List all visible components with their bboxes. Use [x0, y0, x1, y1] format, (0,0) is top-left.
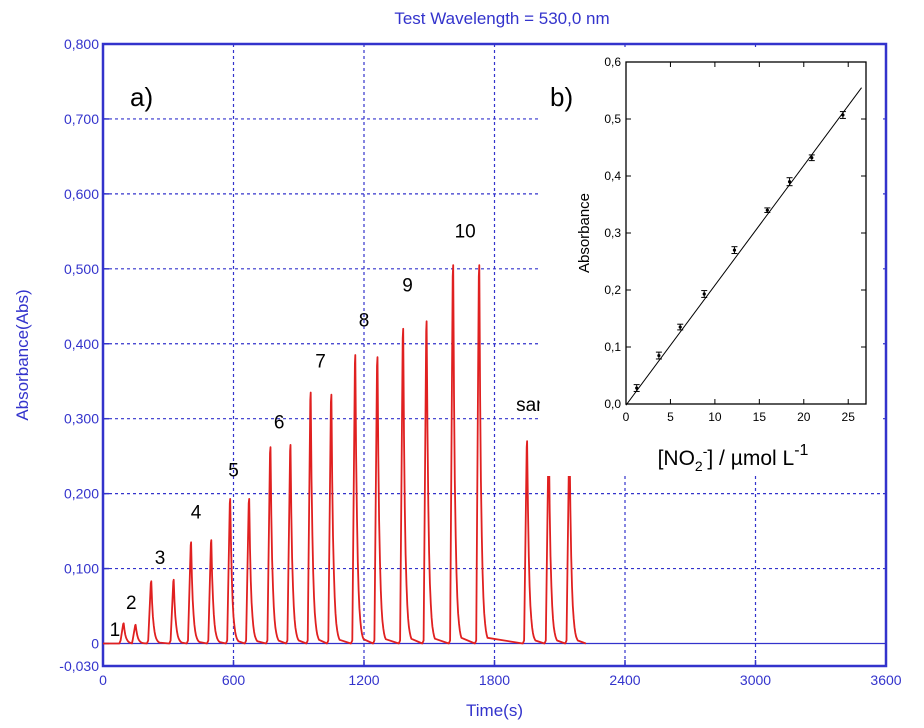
peak-annotation: 7	[315, 352, 326, 373]
inset-y-tick-label: 0,1	[604, 340, 621, 354]
peak-annotation: 5	[228, 460, 239, 481]
inset-x-tick-label: 25	[842, 410, 856, 424]
x-tick-label: 1200	[348, 672, 379, 688]
y-tick-label: 0	[91, 636, 99, 652]
y-tick-label: -0,030	[59, 658, 99, 674]
data-point	[765, 208, 769, 212]
chart-title: Test Wavelength = 530,0 nm	[394, 9, 609, 28]
inset-x-tick-label: 10	[708, 410, 722, 424]
y-tick-label: 0,700	[64, 111, 99, 127]
data-point	[810, 156, 814, 160]
data-point	[635, 386, 639, 390]
panel-b-inset-chart: 0,0 0,1 0,2 0,3 0,4 0,5 0,6 0 5 10 15 20 25 b) Absorba…	[540, 50, 880, 476]
peak-annotation: 9	[402, 275, 413, 296]
fit-line	[625, 87, 862, 406]
data-point	[657, 353, 661, 358]
inset-background	[540, 50, 880, 476]
inset-x-tick-label: 15	[753, 410, 767, 424]
panel-a-chart: -0,03000,1000,2000,3000,4000,5000,6000,7…	[13, 36, 902, 720]
x-tick-label: 3000	[740, 672, 771, 688]
y-tick-label: 0,200	[64, 486, 99, 502]
x-tick-label: 0	[99, 672, 107, 688]
data-point	[841, 113, 845, 117]
peak-annotation: 2	[126, 593, 137, 614]
y-tick-label: 0,600	[64, 186, 99, 202]
data-point	[732, 248, 737, 252]
x-tick-label: 2400	[609, 672, 640, 688]
peak-annotation: 4	[191, 502, 202, 523]
inset-y-tick-label: 0,6	[604, 55, 621, 69]
data-point	[678, 325, 682, 329]
panel-b-label: b)	[550, 82, 573, 112]
inset-y-tick-label: 0,3	[604, 226, 621, 240]
peak-annotation: 6	[274, 412, 285, 433]
peak-annotation: 1	[110, 620, 121, 641]
inset-x-tick-label: 5	[667, 410, 674, 424]
y-tick-label: 0,500	[64, 261, 99, 277]
inset-x-axis-label: [NO2-] / µmol L-1	[658, 442, 809, 474]
inset-y-tick-label: 0,2	[604, 283, 621, 297]
inset-y-axis-label: Absorbance	[576, 193, 593, 273]
y-tick-label: 0,300	[64, 411, 99, 427]
x-tick-label: 1800	[479, 672, 510, 688]
inset-x-tick-label: 20	[797, 410, 811, 424]
inset-y-tick-label: 0,5	[604, 112, 621, 126]
peak-annotation: 3	[155, 548, 166, 569]
y-tick-label: 0,100	[64, 561, 99, 577]
x-tick-label: 600	[222, 672, 246, 688]
data-point	[787, 180, 792, 184]
absorbance-trace	[102, 264, 587, 645]
y-axis-label: Absorbance(Abs)	[13, 289, 32, 420]
peak-annotation: 10	[455, 221, 476, 242]
inset-x-tick-label: 0	[623, 410, 630, 424]
data-point	[702, 292, 706, 296]
x-axis-label: Time(s)	[466, 701, 523, 720]
peak-annotation: 8	[359, 311, 370, 332]
y-tick-label: 0,400	[64, 336, 99, 352]
panel-a-label: a)	[130, 82, 153, 112]
y-tick-label: 0,800	[64, 36, 99, 52]
inset-y-tick-label: 0,4	[604, 169, 621, 183]
x-tick-label: 3600	[870, 672, 901, 688]
inset-y-tick-label: 0,0	[604, 397, 621, 411]
